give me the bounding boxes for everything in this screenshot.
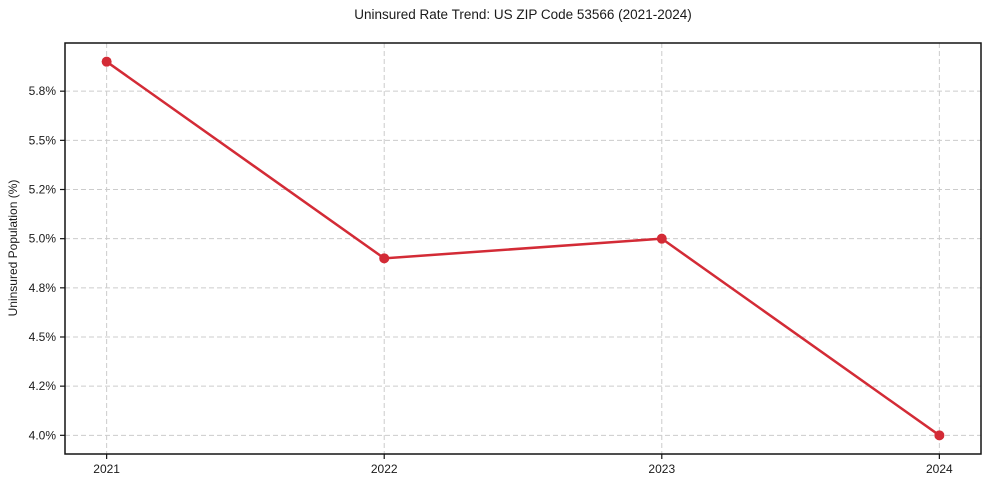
data-point-marker: [934, 430, 945, 441]
chart-title: Uninsured Rate Trend: US ZIP Code 53566 …: [354, 7, 692, 22]
x-tick-label: 2022: [371, 462, 398, 476]
y-tick-label: 4.0%: [29, 428, 57, 442]
y-tick-label: 4.8%: [29, 281, 57, 295]
y-tick-label: 4.5%: [29, 330, 57, 344]
x-tick-label: 2023: [648, 462, 675, 476]
data-point-marker: [656, 233, 667, 244]
data-point-marker: [101, 56, 112, 67]
y-tick-label: 4.2%: [29, 379, 57, 393]
plot-border: [64, 42, 982, 455]
x-tick-label: 2021: [93, 462, 120, 476]
y-tick-label: 5.8%: [29, 84, 57, 98]
y-tick-label: 5.2%: [29, 183, 57, 197]
data-point-marker: [379, 253, 390, 264]
trend-line: [105, 60, 941, 437]
x-tick-label: 2024: [926, 462, 953, 476]
y-tick-label: 5.5%: [29, 133, 57, 147]
y-tick-label: 5.0%: [29, 232, 57, 246]
